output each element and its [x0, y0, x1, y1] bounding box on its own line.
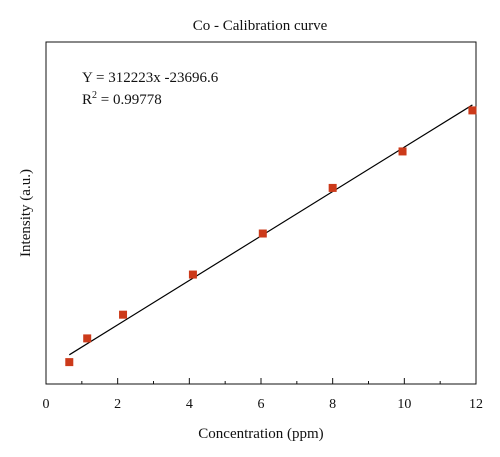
data-point — [398, 147, 407, 156]
data-point — [188, 270, 197, 279]
x-tick-label: 0 — [43, 397, 50, 412]
data-point — [119, 310, 128, 319]
x-axis-label: Concentration (ppm) — [198, 426, 323, 442]
x-tick-label: 12 — [469, 397, 483, 412]
data-point — [83, 334, 92, 343]
fit-line-layer — [68, 104, 473, 356]
x-tick-label: 4 — [186, 397, 193, 412]
chart-title: Co - Calibration curve — [193, 18, 328, 34]
data-points — [65, 106, 477, 367]
r-squared-value: = 0.99778 — [97, 92, 162, 108]
r-squared-prefix: R — [82, 92, 92, 108]
data-point — [65, 358, 74, 367]
data-point — [468, 106, 477, 115]
x-tick-label: 8 — [329, 397, 336, 412]
x-tick-label: 2 — [114, 397, 121, 412]
x-axis-ticks: 0 2 4 6 8 10 12 — [43, 378, 483, 412]
r-squared-superscript: 2 — [92, 90, 97, 101]
data-point — [328, 183, 337, 192]
fit-line — [68, 104, 473, 356]
r-squared-annotation: R2 = 0.99778 — [82, 90, 162, 108]
x-tick-label: 10 — [397, 397, 411, 412]
x-tick-label: 6 — [258, 397, 265, 412]
y-axis-label: Intensity (a.u.) — [18, 169, 34, 257]
data-point — [258, 229, 267, 238]
fit-equation: Y = 312223x -23696.6 — [82, 70, 219, 86]
